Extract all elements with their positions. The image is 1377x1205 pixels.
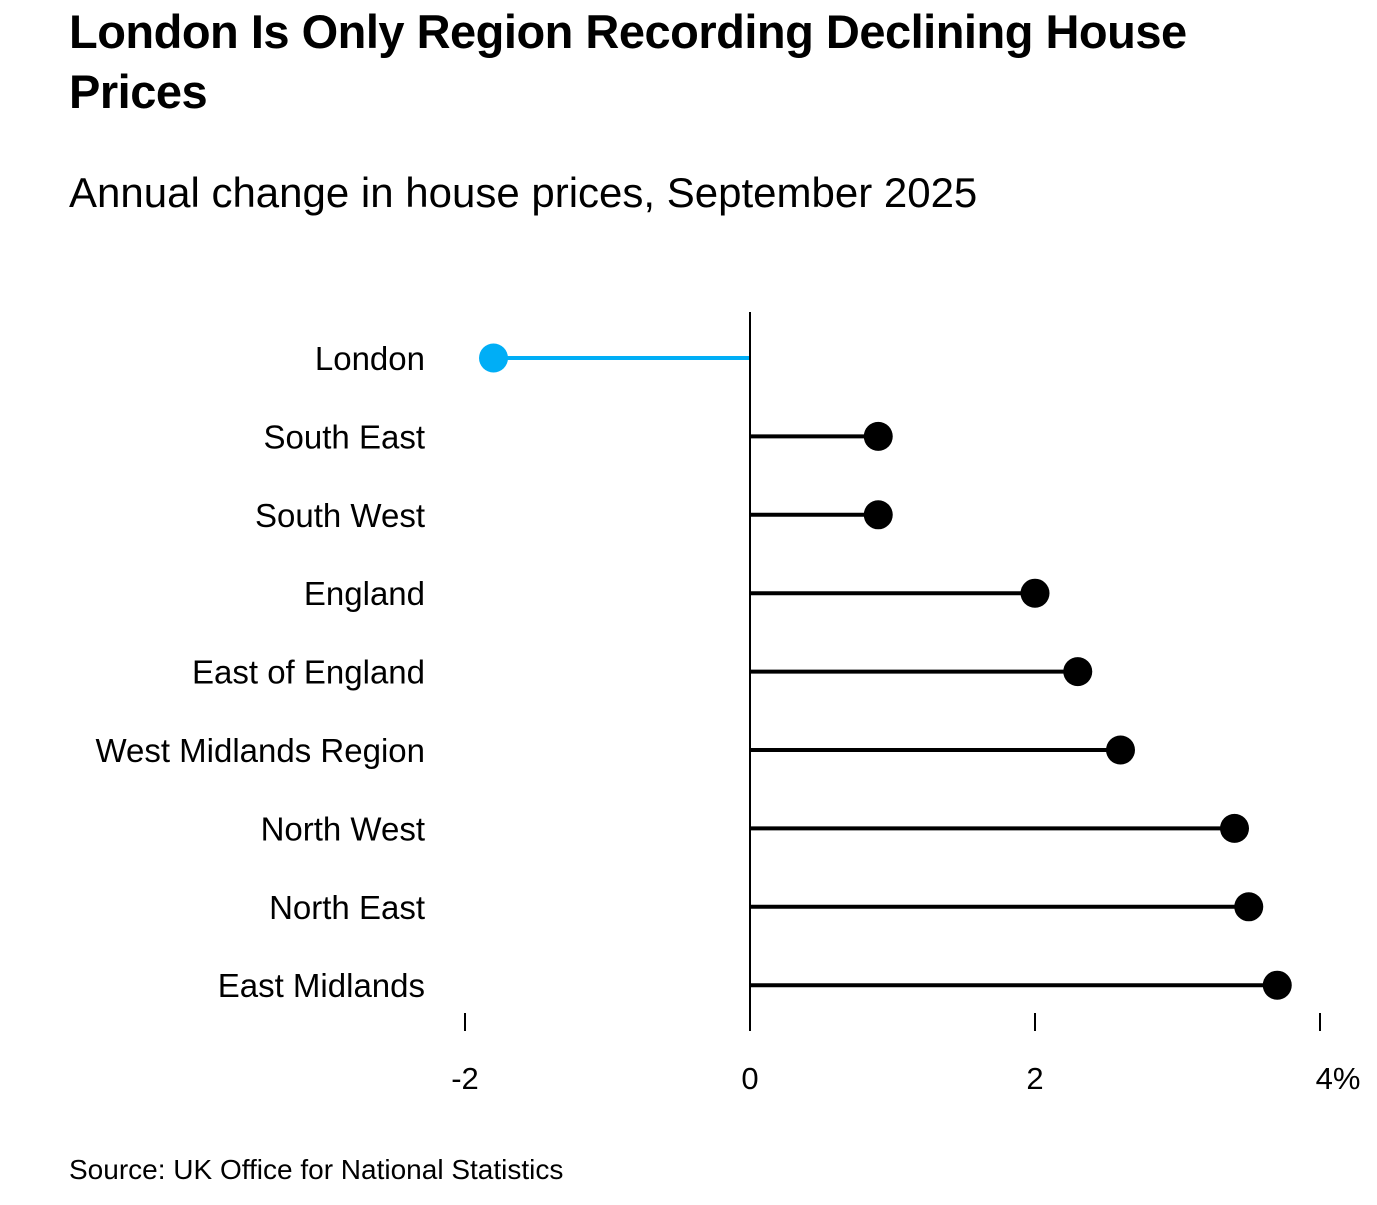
dot-england	[1020, 578, 1050, 608]
dot-london	[479, 343, 508, 373]
x-tick-label: 4%	[1316, 1061, 1361, 1096]
dot-east-of-england	[1063, 657, 1093, 687]
dot-south-west	[863, 500, 893, 530]
stems-group	[493, 356, 1278, 988]
x-tick-label: -2	[451, 1061, 479, 1096]
category-label-south-east: South East	[264, 418, 425, 455]
category-label-north-east: North East	[269, 889, 425, 926]
category-label-north-west: North West	[261, 810, 425, 847]
dot-north-east	[1234, 892, 1264, 922]
chart-title: London Is Only Region Recording Declinin…	[69, 5, 1187, 118]
chart-subtitle: Annual change in house prices, September…	[69, 169, 978, 216]
dot-north-west	[1220, 813, 1249, 843]
source-note: Source: UK Office for National Statistic…	[69, 1154, 564, 1185]
dots-group	[479, 343, 1292, 1000]
category-label-south-west: South West	[255, 497, 425, 534]
category-label-east-midlands: East Midlands	[218, 967, 425, 1004]
category-label-england: England	[304, 575, 425, 612]
dot-west-midlands-region	[1106, 735, 1135, 765]
category-label-west-midlands-region: West Midlands Region	[95, 732, 425, 769]
x-axis-ticks: -2 0 2 4%	[451, 1013, 1360, 1096]
category-labels: London South East South West England East of…	[95, 340, 425, 1004]
category-label-east-of-england: East of England	[192, 654, 425, 691]
x-tick-label: 0	[741, 1061, 758, 1096]
dot-east-midlands	[1262, 970, 1292, 1000]
dot-south-east	[863, 421, 893, 451]
category-label-london: London	[315, 340, 425, 377]
x-tick-label: 2	[1026, 1061, 1043, 1096]
